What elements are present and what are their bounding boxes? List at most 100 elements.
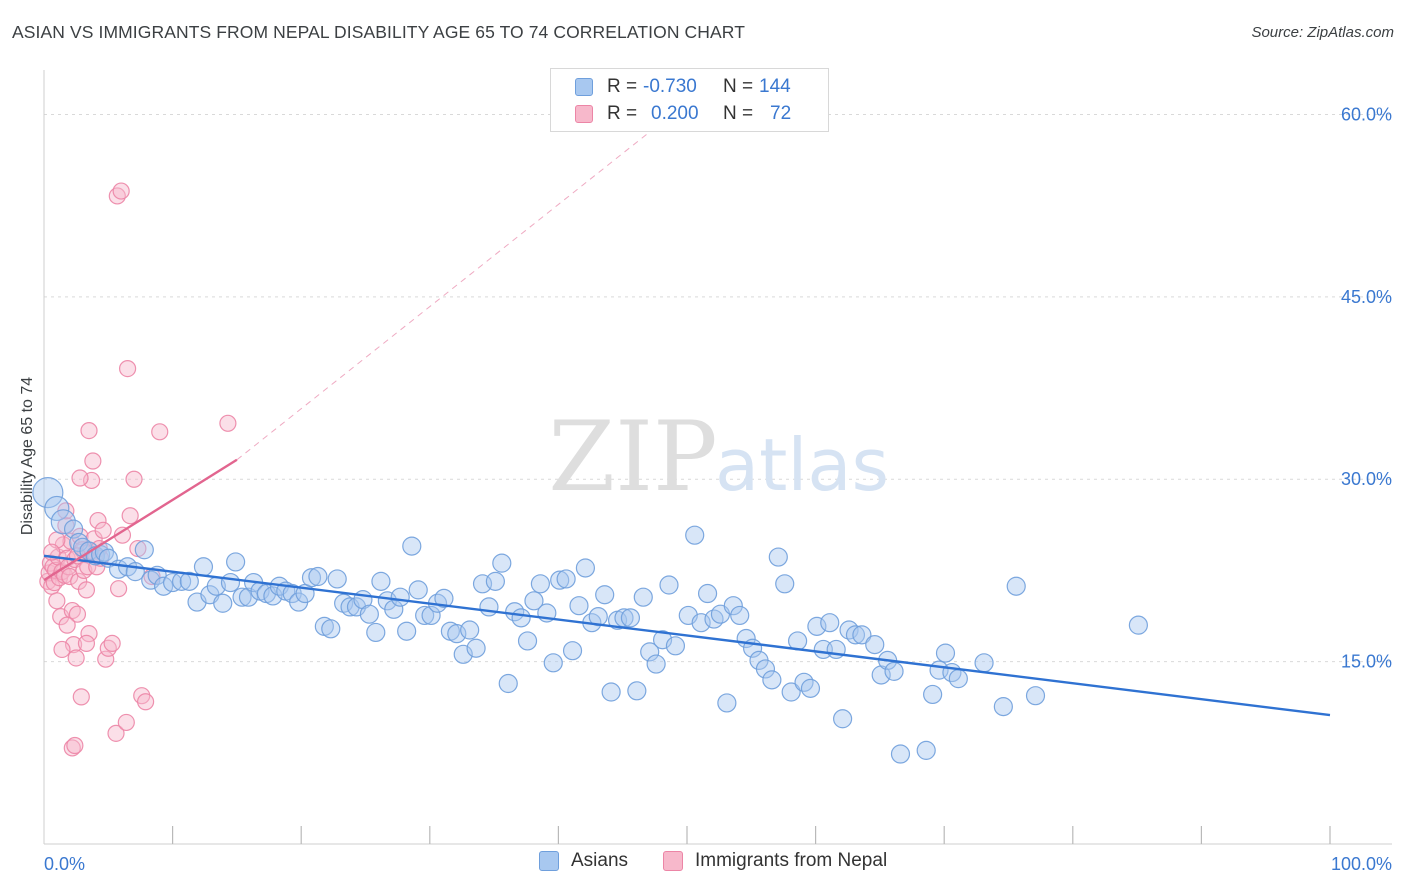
data-point-nepal xyxy=(107,724,125,742)
data-point-asian xyxy=(935,643,956,663)
data-point-asian xyxy=(524,591,544,611)
data-point-asian xyxy=(390,587,410,607)
data-point-asian xyxy=(134,540,154,560)
data-point-asian xyxy=(685,525,705,545)
data-point-asian xyxy=(517,631,538,651)
data-point-asian xyxy=(466,638,486,658)
data-point-asian xyxy=(755,659,776,679)
legend-swatch-asians xyxy=(539,851,559,871)
data-point-asian xyxy=(334,593,354,613)
data-point-asian xyxy=(301,568,322,588)
data-point-asian xyxy=(543,653,563,673)
data-point-asian xyxy=(923,684,943,705)
data-point-asian xyxy=(575,558,596,578)
data-point-nepal xyxy=(84,452,102,470)
watermark-zip: ZIP xyxy=(548,401,717,513)
data-point-asian xyxy=(226,552,246,572)
data-point-nepal xyxy=(61,567,79,586)
legend-r-label: R = xyxy=(607,76,638,97)
data-point-asian xyxy=(366,622,386,643)
legend-r-value: 0.200 xyxy=(651,103,699,124)
data-point-nepal xyxy=(53,640,71,659)
legend-item-nepal[interactable]: Immigrants from Nepal xyxy=(663,850,887,872)
data-point-asian xyxy=(781,682,801,702)
y-tick-label: 45.0% xyxy=(1341,287,1392,307)
data-point-nepal xyxy=(219,414,237,432)
data-point-asian xyxy=(993,697,1013,717)
data-point-asian xyxy=(220,572,241,593)
data-point-nepal xyxy=(63,739,81,757)
data-point-asian xyxy=(800,678,821,698)
data-point-asian xyxy=(845,625,866,645)
data-point-asian xyxy=(232,587,252,607)
data-point-asian xyxy=(321,619,341,639)
data-point-asian xyxy=(498,673,518,694)
data-point-asian xyxy=(434,588,454,608)
data-point-asian xyxy=(213,593,233,613)
data-point-nepal xyxy=(67,649,85,667)
data-point-asian xyxy=(595,585,615,605)
legend-row-asians: R = -0.730 N = 144 xyxy=(575,75,791,99)
data-point-asian xyxy=(916,740,936,760)
data-point-asian xyxy=(530,574,550,594)
data-point-asian xyxy=(852,625,872,645)
data-point-asian xyxy=(723,596,743,616)
data-point-nepal xyxy=(68,605,87,623)
data-point-asian xyxy=(485,571,505,591)
data-point-asian xyxy=(371,571,391,591)
data-point-asian xyxy=(1006,576,1026,596)
legend-r-label: R = xyxy=(607,103,638,124)
data-point-asian xyxy=(569,596,589,616)
data-point-asian xyxy=(730,605,750,626)
data-point-nepal xyxy=(71,469,89,487)
trendline-nepal xyxy=(43,458,238,582)
data-point-nepal xyxy=(72,688,90,706)
data-point-nepal xyxy=(58,616,76,634)
data-point-asian xyxy=(421,605,441,626)
data-point-asian xyxy=(479,597,499,617)
data-point-asian xyxy=(408,580,428,600)
data-point-asian xyxy=(238,587,259,607)
data-point-asian xyxy=(492,553,512,573)
legend-n-label: N = xyxy=(723,76,754,97)
x-tick-labels: 0.0% 100.0% xyxy=(44,854,1392,874)
y-tick-label: 15.0% xyxy=(1341,652,1392,672)
data-point-asian xyxy=(460,620,480,640)
axes xyxy=(43,70,1392,845)
legend-swatch-nepal xyxy=(575,105,593,123)
data-point-nepal xyxy=(109,580,128,598)
data-point-asian xyxy=(193,557,214,577)
data-point-asian xyxy=(717,693,737,713)
data-point-asian xyxy=(550,570,570,590)
legend-row-nepal: R = 0.200 N = 72 xyxy=(575,102,791,126)
trendlines xyxy=(43,101,1331,717)
data-point-asian xyxy=(665,636,686,656)
data-point-nepal xyxy=(48,592,66,610)
data-point-asian xyxy=(562,641,583,661)
data-point-asian xyxy=(50,509,76,535)
legend-item-asians[interactable]: Asians xyxy=(539,850,628,872)
data-point-asian xyxy=(820,613,840,633)
trendline-nepal-extended xyxy=(236,101,688,461)
data-point-asian xyxy=(640,642,660,662)
legend-swatch-nepal xyxy=(663,851,683,871)
data-point-asian xyxy=(775,574,795,594)
data-point-asian xyxy=(697,583,718,604)
data-point-asian xyxy=(263,586,283,606)
data-point-asian xyxy=(646,654,666,674)
data-point-asian xyxy=(415,605,435,626)
correlation-legend: R = -0.730 N = 144 R = 0.200 N = 72 xyxy=(550,68,829,132)
data-point-asian xyxy=(556,569,576,589)
data-point-nepal xyxy=(112,182,130,200)
data-point-asian xyxy=(179,571,199,591)
legend-r-value: -0.730 xyxy=(643,76,697,97)
data-point-asian xyxy=(1025,686,1046,706)
data-point-asian xyxy=(44,495,70,522)
data-point-asian xyxy=(807,616,827,636)
x-tick-label: 100.0% xyxy=(1331,854,1392,874)
data-point-asian xyxy=(601,682,621,702)
legend-swatch-asians xyxy=(575,78,593,96)
data-point-asian xyxy=(974,653,994,673)
data-point-asian xyxy=(865,634,885,655)
